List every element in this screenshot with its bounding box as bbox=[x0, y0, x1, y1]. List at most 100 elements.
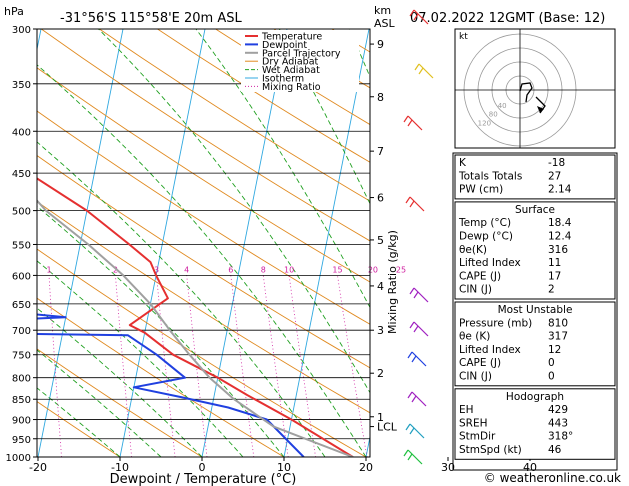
x-axis-label: Dewpoint / Temperature (°C) bbox=[110, 472, 297, 486]
wind-barb-staff bbox=[407, 449, 423, 465]
wind-barb-flag bbox=[403, 115, 409, 123]
surface-table-row-value: 11 bbox=[548, 257, 561, 269]
isotherm-line bbox=[201, 29, 288, 457]
hodograph-table-row-value: 318° bbox=[548, 431, 573, 443]
mixing-ratio-label: 25 bbox=[396, 265, 406, 274]
wind-barb bbox=[409, 287, 429, 303]
mixing-ratio-line bbox=[48, 275, 62, 457]
pressure-tick-label: 550 bbox=[12, 240, 31, 251]
temperature-tick-label: -10 bbox=[111, 461, 129, 474]
surface-table-row-label: Temp (°C) bbox=[458, 217, 511, 229]
wind-barb bbox=[409, 321, 429, 337]
wind-barb-flag bbox=[414, 63, 420, 71]
legend-item: Parcel Trajectory bbox=[262, 48, 341, 59]
wind-barb-flag bbox=[405, 423, 411, 431]
dry-adiabat-line bbox=[37, 248, 367, 457]
wind-barb-staff bbox=[413, 321, 429, 337]
wind-barb-flag bbox=[413, 325, 419, 333]
surface-table-title: Surface bbox=[515, 204, 555, 216]
wind-barb-flag bbox=[407, 119, 413, 127]
hodograph-table-row-label: StmSpd (kt) bbox=[459, 444, 522, 456]
hodograph-frame bbox=[454, 28, 616, 149]
pressure-tick-label: 350 bbox=[12, 80, 31, 91]
wind-barb-staff bbox=[409, 423, 425, 439]
credit-text: © weatheronline.co.uk bbox=[484, 471, 621, 485]
wind-barb-flag bbox=[409, 287, 415, 295]
indices-tables: K -18 Totals Totals 27 PW (cm) 2.14 Surface Tem… bbox=[452, 152, 618, 471]
pressure-tick-label: 900 bbox=[12, 416, 31, 427]
legend-item: Isotherm bbox=[262, 74, 304, 85]
wind-barb-flag bbox=[411, 355, 417, 363]
surface-table-box bbox=[454, 201, 616, 300]
wind-barb bbox=[407, 391, 427, 407]
wind-barb-flag bbox=[409, 321, 415, 329]
wind-barb-flag bbox=[409, 200, 415, 208]
mixing-ratio-label: 10 bbox=[284, 265, 294, 274]
most-unstable-table-row-label: CIN (J) bbox=[459, 371, 492, 383]
dry-adiabat-line bbox=[41, 29, 370, 242]
surface-table-row-label: CIN (J) bbox=[459, 284, 492, 296]
pressure-tick-label: 650 bbox=[12, 300, 31, 311]
height-tick-label: 4 bbox=[377, 280, 384, 293]
height-tick-label: 1 bbox=[377, 411, 384, 424]
wind-barb-staff bbox=[418, 63, 434, 79]
wind-barb-staff bbox=[407, 115, 423, 131]
profile-parcel-trajectory bbox=[37, 199, 354, 457]
hodograph-table-row-label: StmDir bbox=[459, 431, 496, 443]
wind-barb-flag bbox=[407, 453, 413, 461]
pressure-tick-label: 700 bbox=[12, 326, 31, 337]
pressure-tick-label: 800 bbox=[12, 374, 31, 385]
surface-table-row-value: 12.4 bbox=[548, 231, 572, 243]
mixing-ratio-line bbox=[262, 275, 289, 457]
temperature-tick-label: -20 bbox=[29, 461, 47, 474]
wet-adiabat-line bbox=[37, 260, 244, 457]
wind-barb bbox=[405, 196, 425, 212]
most-unstable-table-row-value: 12 bbox=[548, 344, 561, 356]
most-unstable-table-row-value: 0 bbox=[548, 357, 555, 369]
pressure-unit-label: hPa bbox=[4, 5, 24, 18]
indices-table-row-label: K bbox=[459, 157, 467, 169]
hodograph-table-row-value: 443 bbox=[548, 417, 568, 429]
mixing-ratio-label: 20 bbox=[368, 265, 378, 274]
location-title: -31°56'S 115°58'E 20m ASL bbox=[60, 11, 242, 26]
hodograph-trace bbox=[519, 82, 533, 103]
wet-adiabat-line bbox=[37, 349, 162, 457]
wind-barb-staff bbox=[411, 391, 427, 407]
wind-barb-staff bbox=[413, 9, 429, 25]
wind-barb-flag bbox=[409, 427, 415, 435]
height-unit-km: km bbox=[374, 4, 391, 17]
wind-barb-flag bbox=[407, 351, 413, 359]
pressure-tick-label: 600 bbox=[12, 271, 31, 282]
pressure-tick-label: 750 bbox=[12, 351, 31, 362]
indices-table-row-label: PW (cm) bbox=[459, 184, 503, 196]
mixing-ratio-label: 3 bbox=[154, 265, 159, 274]
pressure-tick-label: 850 bbox=[12, 395, 31, 406]
most-unstable-table-row-value: 810 bbox=[548, 317, 568, 329]
wind-barb-staff bbox=[411, 351, 427, 367]
most-unstable-table-row-value: 317 bbox=[548, 331, 568, 343]
mixing-ratio-line bbox=[230, 275, 255, 457]
pressure-tick-label: 950 bbox=[12, 435, 31, 446]
profile-lines bbox=[37, 177, 354, 457]
dry-adiabat-line bbox=[37, 348, 203, 457]
dry-adiabat-line bbox=[37, 67, 370, 283]
hodograph-table-row-value: 46 bbox=[548, 444, 562, 456]
temperature-tick-label: 0 bbox=[199, 461, 206, 474]
temperature-tick-label: 30 bbox=[441, 461, 455, 474]
temperature-tick-label: 10 bbox=[277, 461, 291, 474]
hodograph-table-row-value: 429 bbox=[548, 404, 568, 416]
most-unstable-table-box bbox=[454, 301, 616, 387]
wet-adiabat-line bbox=[37, 64, 367, 457]
surface-table-row-value: 18.4 bbox=[548, 217, 572, 229]
hodograph-table-box bbox=[454, 388, 616, 460]
wet-adiabat-line bbox=[37, 387, 121, 457]
dry-adiabat-line bbox=[37, 401, 121, 457]
surface-table-row-label: Lifted Index bbox=[459, 257, 521, 269]
hodograph-kt-label: kt bbox=[459, 32, 468, 42]
mixing-ratio-label: 8 bbox=[261, 265, 266, 274]
dry-adiabat-line bbox=[157, 29, 370, 163]
hodograph-table-row-label: SREH bbox=[459, 417, 488, 429]
